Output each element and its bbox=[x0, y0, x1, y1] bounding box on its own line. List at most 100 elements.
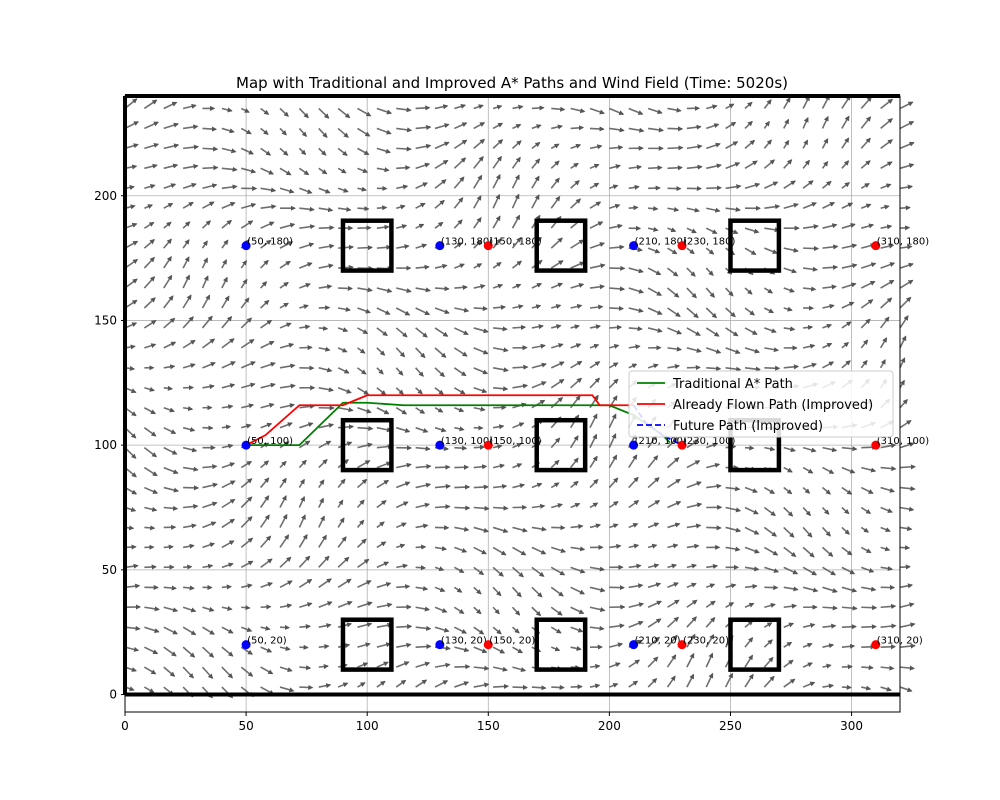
wind-arrow bbox=[725, 103, 735, 110]
wind-arrow bbox=[667, 165, 683, 171]
obstacle-square bbox=[728, 218, 782, 273]
wind-arrow bbox=[550, 566, 566, 576]
wind-arrow bbox=[357, 622, 373, 628]
wind-arrow bbox=[822, 623, 837, 629]
wind-arrow bbox=[899, 335, 907, 349]
wind-arrow bbox=[221, 127, 235, 134]
wind-arrow bbox=[299, 602, 313, 609]
wind-arrow bbox=[318, 127, 328, 138]
obstacle-square bbox=[340, 617, 394, 672]
wind-arrow bbox=[182, 163, 199, 170]
wind-arrow bbox=[318, 207, 334, 213]
wind-arrow bbox=[143, 297, 156, 309]
wind-arrow bbox=[550, 195, 561, 209]
wind-arrow bbox=[357, 406, 372, 414]
wind-arrow bbox=[822, 586, 838, 593]
wind-arrow bbox=[511, 193, 520, 209]
wind-arrow bbox=[376, 479, 390, 489]
wind-arrow bbox=[744, 620, 754, 628]
x-tick-label: 250 bbox=[719, 719, 742, 733]
waypoint-label: (210, 100) bbox=[635, 436, 687, 447]
wind-arrow bbox=[473, 367, 489, 375]
wind-arrow bbox=[570, 125, 585, 131]
wind-arrow bbox=[221, 383, 236, 389]
waypoint-marker bbox=[871, 440, 881, 450]
wind-arrow bbox=[647, 247, 661, 254]
wind-arrow bbox=[318, 534, 327, 548]
wind-arrow bbox=[763, 486, 776, 495]
wind-arrow bbox=[473, 464, 488, 470]
wind-arrow bbox=[299, 206, 315, 212]
chart-title: Map with Traditional and Improved A* Pat… bbox=[236, 74, 788, 92]
wind-arrow bbox=[221, 666, 234, 679]
wind-arrow bbox=[279, 127, 287, 136]
wind-arrow bbox=[182, 294, 192, 309]
wind-arrow bbox=[783, 659, 794, 668]
wind-arrow bbox=[860, 203, 872, 209]
wind-arrow bbox=[473, 444, 486, 450]
wind-arrow bbox=[706, 483, 722, 489]
waypoint-label: (150, 180) bbox=[489, 237, 541, 248]
wind-arrow bbox=[453, 347, 468, 357]
wind-arrow bbox=[609, 164, 621, 170]
wind-arrow bbox=[376, 287, 393, 294]
wind-arrow bbox=[356, 538, 367, 548]
wind-arrow bbox=[589, 478, 599, 489]
wind-arrow bbox=[686, 327, 701, 337]
wind-arrow bbox=[241, 382, 256, 389]
wind-arrow bbox=[240, 107, 250, 113]
wind-arrow bbox=[783, 180, 796, 189]
wind-arrow bbox=[589, 586, 606, 593]
wind-arrow bbox=[492, 122, 504, 130]
wind-arrow bbox=[434, 626, 450, 633]
wind-arrow bbox=[202, 606, 215, 612]
wind-arrow bbox=[744, 602, 755, 608]
wind-arrow bbox=[124, 625, 141, 631]
wind-arrow bbox=[221, 443, 234, 449]
wind-arrow bbox=[686, 599, 698, 608]
wind-arrow bbox=[648, 165, 663, 171]
wind-arrow bbox=[822, 303, 835, 309]
wind-arrow bbox=[221, 605, 233, 611]
wind-arrow bbox=[221, 259, 228, 269]
wind-arrow bbox=[493, 386, 509, 392]
wind-arrow bbox=[473, 240, 482, 249]
wind-arrow bbox=[667, 563, 677, 569]
wind-arrow bbox=[454, 484, 471, 490]
wind-arrow bbox=[260, 259, 269, 269]
y-tick-label: 200 bbox=[94, 189, 117, 203]
wind-arrow bbox=[454, 426, 465, 432]
wind-arrow bbox=[454, 122, 468, 130]
wind-arrow bbox=[415, 182, 428, 190]
wind-arrow bbox=[337, 387, 352, 394]
wind-arrow bbox=[221, 562, 234, 569]
wind-arrow bbox=[609, 343, 620, 349]
wind-arrow bbox=[531, 606, 542, 617]
wind-arrow bbox=[337, 367, 350, 374]
wind-arrow bbox=[841, 664, 853, 670]
wind-arrow bbox=[144, 343, 157, 349]
wind-arrow bbox=[899, 464, 916, 470]
wind-arrow bbox=[705, 247, 715, 255]
wind-arrow bbox=[725, 287, 734, 297]
wind-arrow bbox=[860, 526, 870, 533]
wind-arrow bbox=[570, 566, 586, 574]
wind-arrow bbox=[550, 143, 560, 150]
wind-arrow bbox=[357, 127, 371, 137]
wind-arrow bbox=[899, 379, 905, 389]
wind-arrow bbox=[570, 324, 580, 330]
wind-arrow bbox=[163, 585, 177, 591]
wind-arrow bbox=[667, 247, 678, 255]
wind-arrow bbox=[454, 445, 468, 451]
wind-arrow bbox=[241, 167, 257, 174]
wind-arrow bbox=[298, 555, 311, 568]
wind-arrow bbox=[880, 98, 894, 110]
wind-arrow bbox=[569, 435, 579, 449]
wind-arrow bbox=[260, 147, 272, 156]
wind-arrow bbox=[511, 606, 521, 616]
wind-arrow bbox=[802, 159, 810, 169]
waypoint-marker bbox=[483, 640, 493, 650]
wind-arrow bbox=[473, 305, 488, 312]
wind-arrow bbox=[667, 543, 679, 549]
waypoint-label: (130, 20) bbox=[441, 636, 487, 647]
